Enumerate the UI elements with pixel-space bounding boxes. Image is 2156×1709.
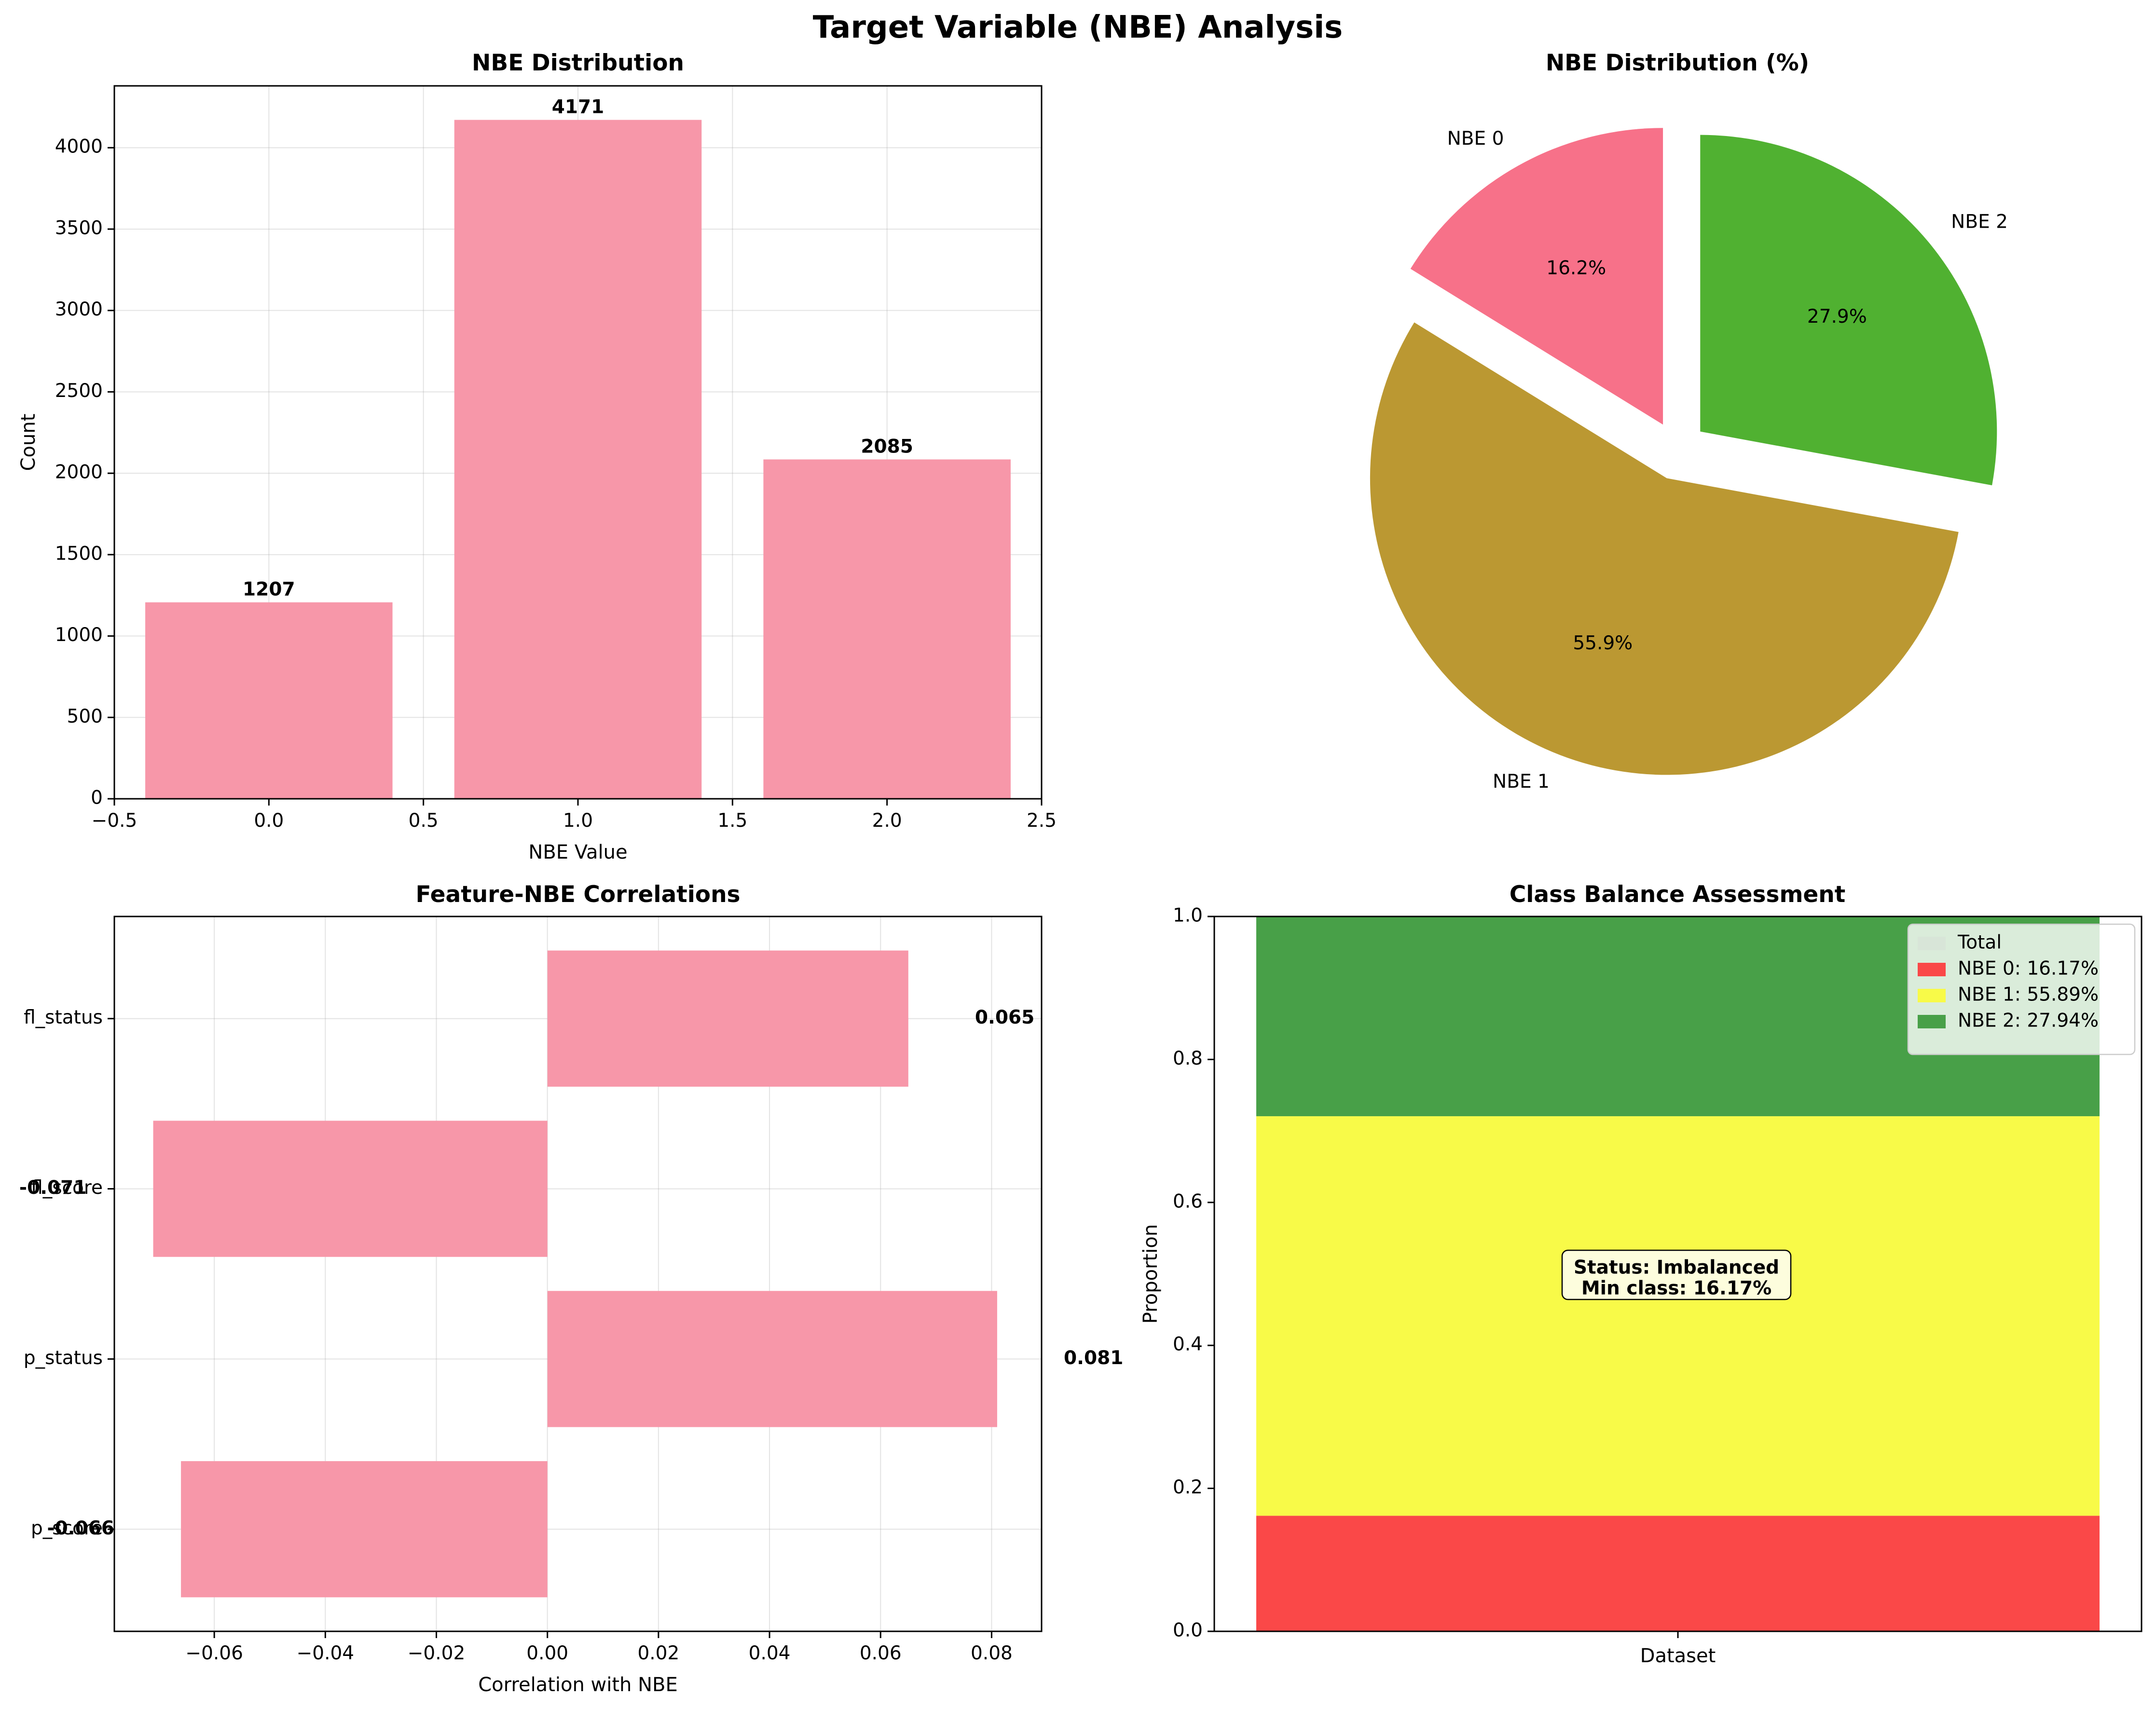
legend-label: Total [1957,932,2002,954]
y-tick-label: 2500 [55,380,103,402]
bar-chart-frame [113,85,1043,800]
y-tick-label: 0.2 [1173,1477,1203,1498]
x-tick-label: 0.0 [254,810,284,832]
y-tick-label: 1500 [55,543,103,564]
status-annotation-box [1561,1249,1792,1300]
y-tick-label: fl_status [24,1007,103,1028]
x-tick-label: 2.5 [1027,810,1057,832]
pie-chart-title: NBE Distribution (%) [1546,50,1809,76]
x-tick-label: −0.02 [408,1642,466,1664]
y-tick-label: p_status [24,1347,103,1369]
bar-value-label: 2085 [861,436,913,457]
nbe-distribution-bar-chart: NBE Distribution 1207 4171 2085 −0.5 0.0 0.5… [17,50,1057,863]
y-tick-label: 0.4 [1173,1334,1203,1355]
y-tick-label: 0 [91,787,103,809]
bar-chart-x-axis-label: NBE Value [528,841,627,863]
x-tick-label: 1.0 [563,810,593,832]
correlation-value-label: 0.065 [975,1007,1034,1028]
bar [763,459,1011,799]
x-tick-label: −0.06 [185,1642,243,1664]
x-tick-label: −0.5 [92,810,137,832]
x-tick-label: −0.04 [297,1642,355,1664]
x-tick-label: 2.0 [872,810,902,832]
correlation-bar [547,950,908,1087]
legend-label: NBE 0: 16.17% [1958,958,2099,980]
correlation-value-label: -0.066 [47,1518,114,1539]
pie-slice-label: NBE 0 [1447,128,1504,150]
y-tick-label: 2000 [55,462,103,483]
y-tick-label: 3000 [55,299,103,320]
correlation-chart-title: Feature-NBE Correlations [415,881,740,908]
status-annotation-line-2: Min class: 16.17% [1581,1278,1771,1299]
legend-label: NBE 2: 27.94% [1958,1010,2099,1032]
class-bar-segment [1256,1516,2100,1631]
correlation-chart-frame [113,916,1043,1632]
status-annotation: Status: Imbalanced Min class: 16.17% [1561,1249,1792,1300]
pie-slice [1410,128,1663,425]
pie-slice [1370,322,1959,775]
legend-swatch [1918,963,1946,976]
y-tick-label: p_score [31,1518,103,1539]
pie-slice-percent: 55.9% [1573,632,1633,654]
y-tick-label: fl_score [31,1177,103,1199]
y-tick-label: 3500 [55,217,103,239]
dataset-tick-label: Dataset [1640,1645,1716,1667]
class-balance-legend: Total NBE 0: 16.17% NBE 1: 55.89% NBE 2: 27… [1907,923,2136,1055]
bar-chart-y-axis-label: Count [17,414,40,471]
legend-frame [1907,923,2136,1055]
class-balance-chart: Class Balance Assessment 0.0 0.2 0.4 0.6 0.8… [1140,881,2142,1667]
pie-slice-label: NBE 1 [1493,771,1550,793]
x-tick-label: 0.00 [526,1642,568,1664]
x-tick-label: 0.06 [860,1642,902,1664]
correlation-bar [181,1461,548,1598]
pie-slice [1700,135,1997,486]
x-tick-label: 0.02 [637,1642,679,1664]
correlation-bar [153,1121,548,1257]
bar-value-label: 1207 [243,579,295,601]
x-tick-label: 0.08 [971,1642,1013,1664]
x-tick-label: 0.04 [749,1642,791,1664]
correlation-value-label: 0.081 [1064,1347,1123,1369]
bar-value-label: 4171 [552,96,604,118]
y-tick-label: 1.0 [1173,905,1203,927]
legend-swatch [1918,1015,1946,1028]
status-annotation-line-1: Status: Imbalanced [1574,1257,1779,1279]
y-tick-label: 500 [67,706,103,727]
feature-correlations-bar-chart: Feature-NBE Correlations −0.06 −0.04 −0.02… [19,881,1124,1696]
pie-slice-label: NBE 2 [1951,211,2008,232]
x-tick-label: 1.5 [717,810,747,832]
bar [454,120,702,799]
pie-slice-percent: 16.2% [1546,258,1606,279]
correlation-value-label: -0.071 [19,1177,87,1199]
y-tick-label: 4000 [55,136,103,158]
y-tick-label: 1000 [55,624,103,646]
bar [145,602,393,799]
y-tick-label: 0.0 [1173,1620,1203,1641]
x-tick-label: 0.5 [409,810,439,832]
y-tick-label: 0.6 [1173,1190,1203,1212]
y-tick-label: 0.8 [1173,1048,1203,1069]
class-balance-y-axis-label: Proportion [1140,1224,1162,1324]
class-balance-title: Class Balance Assessment [1510,881,1846,908]
legend-swatch [1918,989,1946,1002]
legend-swatch [1918,937,1946,950]
correlation-bar [547,1291,997,1427]
bar-chart-title: NBE Distribution [472,50,684,76]
nbe-distribution-pie-chart: NBE Distribution (%) NBE 0 16.2% NBE 1 55.9… [1370,50,2008,793]
correlation-chart-x-axis-label: Correlation with NBE [478,1674,678,1696]
class-bar-segment [1256,1116,2100,1516]
legend-label: NBE 1: 55.89% [1958,984,2099,1006]
pie-slice-percent: 27.9% [1807,306,1867,328]
figure-title: Target Variable (NBE) Analysis [813,10,1343,45]
